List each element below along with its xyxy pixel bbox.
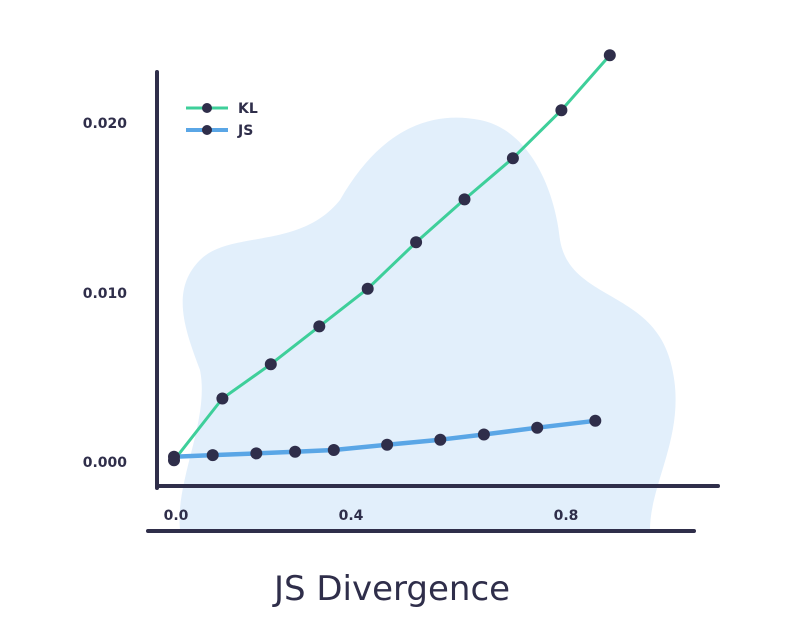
- data-point-js: [381, 438, 394, 451]
- data-point-js: [327, 444, 340, 456]
- data-point-js: [434, 433, 447, 446]
- data-point-kl: [264, 358, 277, 371]
- legend-kl-marker: [202, 103, 212, 113]
- y-tick-label: 0.000: [83, 455, 128, 471]
- series-line-js: [171, 418, 598, 460]
- x-tick-label: 0.8: [554, 508, 579, 524]
- data-point-js: [477, 428, 490, 441]
- data-point-js: [531, 421, 544, 434]
- legend: KL JS: [186, 101, 258, 139]
- data-point-kl: [313, 320, 326, 333]
- data-point-kl: [216, 392, 229, 405]
- data-point-kl: [361, 282, 374, 295]
- legend-js-label: JS: [237, 123, 253, 139]
- y-tick-label: 0.020: [83, 116, 128, 132]
- data-point-kl: [555, 104, 568, 117]
- series-line-kl: [172, 53, 612, 462]
- legend-js-marker: [202, 125, 212, 135]
- data-point-kl: [458, 193, 471, 206]
- data-point-js: [589, 414, 602, 427]
- x-tick-label: 0.0: [164, 508, 189, 524]
- data-point-js: [289, 445, 302, 458]
- legend-kl-label: KL: [238, 101, 258, 117]
- background-blob: [179, 117, 676, 530]
- data-point-kl: [603, 49, 616, 62]
- data-point-js: [206, 449, 219, 462]
- data-point-js: [250, 447, 263, 460]
- data-point-kl: [410, 236, 423, 249]
- chart-title: JS Divergence: [272, 569, 510, 609]
- data-point-kl: [506, 152, 519, 165]
- x-tick-label: 0.4: [339, 508, 364, 524]
- data-point-js: [168, 450, 180, 463]
- y-tick-label: 0.010: [83, 286, 128, 302]
